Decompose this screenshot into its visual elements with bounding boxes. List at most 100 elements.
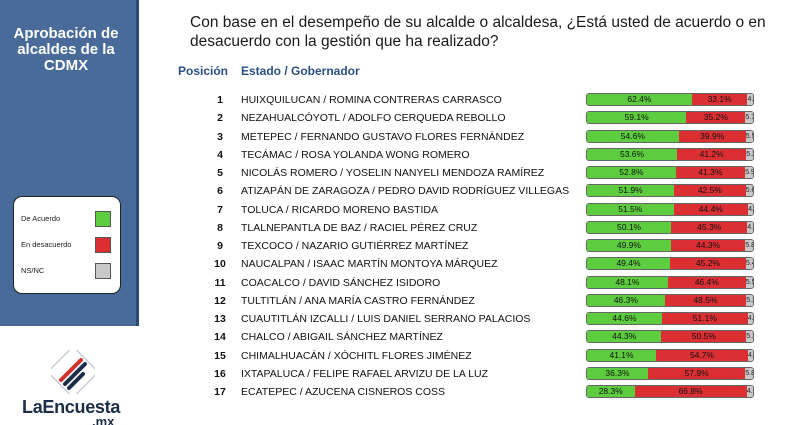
bar-segment-disagree: 41.2% xyxy=(677,148,747,160)
bar-segment-agree: 49.4% xyxy=(587,258,670,270)
bar-segment-disagree: 41.3% xyxy=(675,167,746,178)
bar-segment-nsnc: 5.4% xyxy=(745,258,753,270)
bar-segment-disagree: 35.2% xyxy=(686,112,746,124)
legend-label: NS/NC xyxy=(21,266,45,275)
bar-segment-agree: 44.6% xyxy=(587,313,662,324)
row-position: 9 xyxy=(217,240,223,252)
row-name: METEPEC / FERNANDO GUSTAVO FLORES FERNÁN… xyxy=(241,130,525,143)
row-position: 6 xyxy=(217,185,223,198)
bar-segment-nsnc: 5.2% xyxy=(746,148,753,160)
row-name: NAUCALPAN / ISAAC MARTÍN MONTOYA MÁRQUEZ xyxy=(241,258,498,271)
row-position: 1 xyxy=(217,94,223,106)
bar-segment-disagree: 44.3% xyxy=(670,240,746,251)
row-name: ATIZAPÁN DE ZARAGOZA / PEDRO DAVID RODRÍ… xyxy=(241,185,570,198)
row-name: CHIMALHUACÁN / XÓCHITL FLORES JIMÉNEZ xyxy=(241,349,472,362)
bar-segment-disagree: 48.5% xyxy=(664,294,747,306)
logo: LaEncuesta .mx xyxy=(22,350,132,425)
bar-segment-nsnc: 4.6% xyxy=(747,221,754,233)
bar-segment-nsnc: 4.5% xyxy=(747,94,754,105)
bar-segment-agree: 62.4% xyxy=(587,94,692,105)
bar-segment-agree: 36.3% xyxy=(587,367,648,379)
row-position: 13 xyxy=(214,313,226,325)
sidebar: Aprobación de alcaldes de la CDMX De Acu… xyxy=(0,0,139,425)
stacked-bar: 53.6%41.2%5.2% xyxy=(586,147,754,161)
legend: De Acuerdo En desacuerdo NS/NC xyxy=(13,196,121,294)
bar-segment-agree: 46.3% xyxy=(587,294,665,306)
bar-segment-agree: 51.5% xyxy=(587,203,674,215)
bar-segment-nsnc: 5.2% xyxy=(746,331,753,343)
bar-segment-disagree: 50.5% xyxy=(661,331,747,343)
bar-segment-agree: 53.6% xyxy=(587,148,678,160)
bar-segment-disagree: 44.4% xyxy=(673,203,749,215)
bar-segment-nsnc: 5.8% xyxy=(745,240,753,251)
sidebar-title: Aprobación de alcaldes de la CDMX xyxy=(13,25,119,74)
sidebar-panel: Aprobación de alcaldes de la CDMX De Acu… xyxy=(0,0,139,326)
row-name: ECATEPEC / AZUCENA CISNEROS COSS xyxy=(241,386,446,398)
row-position: 4 xyxy=(217,148,223,161)
row-position: 15 xyxy=(214,349,226,362)
row-name: HUIXQUILUCAN / ROMINA CONTRERAS CARRASCO xyxy=(241,94,502,106)
bar-segment-agree: 41.1% xyxy=(587,349,657,361)
logo-suffix: .mx xyxy=(92,414,115,425)
bar-segment-disagree: 45.2% xyxy=(669,258,746,270)
row-name: NEZAHUALCÓYOTL / ADOLFO CERQUEDA REBOLLO xyxy=(241,112,506,125)
legend-label: De Acuerdo xyxy=(21,214,61,223)
stacked-bar: 54.6%39.9%5.5% xyxy=(586,129,754,143)
row-name: TECÁMAC / ROSA YOLANDA WONG ROMERO xyxy=(241,148,470,161)
bar-segment-agree: 59.1% xyxy=(587,112,687,124)
row-name: TEXCOCO / NAZARIO GUTIÉRREZ MARTÍNEZ xyxy=(241,240,469,252)
row-position: 16 xyxy=(214,367,226,380)
row-name: TLALNEPANTLA DE BAZ / RACIEL PÉREZ CRUZ xyxy=(241,221,478,234)
bar-segment-agree: 50.1% xyxy=(587,221,672,233)
stacked-bar: 59.1%35.2%5.7% xyxy=(586,111,754,125)
bar-segment-nsnc: 4.2% xyxy=(747,349,754,361)
row-name: TOLUCA / RICARDO MORENO BASTIDA xyxy=(241,203,439,216)
bar-segment-disagree: 33.1% xyxy=(691,94,748,105)
bar-segment-agree: 48.1% xyxy=(587,276,668,288)
row-position: 14 xyxy=(214,331,226,344)
bar-segment-disagree: 39.9% xyxy=(678,130,746,142)
bar-segment-nsnc: 5.5% xyxy=(745,276,753,288)
bar-segment-disagree: 51.1% xyxy=(661,313,748,324)
bar-segment-disagree: 57.9% xyxy=(647,367,746,379)
bar-segment-disagree: 46.4% xyxy=(667,276,746,288)
row-name: IXTAPALUCA / FELIPE RAFAEL ARVIZU DE LA … xyxy=(241,367,489,380)
survey-question: Con base en el desempeño de su alcalde o… xyxy=(190,14,766,50)
row-position: 11 xyxy=(214,276,226,289)
row-position: 10 xyxy=(214,258,226,271)
legend-swatch-nsnc xyxy=(95,263,111,279)
bar-segment-nsnc: 5.6% xyxy=(745,185,753,197)
row-position: 7 xyxy=(217,203,223,216)
stripes-logo-icon xyxy=(51,350,95,394)
bar-segment-nsnc: 5.7% xyxy=(745,112,753,124)
row-position: 5 xyxy=(217,167,223,179)
bar-segment-agree: 49.9% xyxy=(587,240,671,251)
stacked-bar: 44.3%50.5%5.2% xyxy=(586,330,754,344)
row-position: 17 xyxy=(214,386,226,398)
stacked-bar: 62.4%33.1%4.5% xyxy=(586,93,754,106)
row-name: CUAUTITLÁN IZCALLI / LUIS DANIEL SERRANO… xyxy=(241,313,531,325)
stacked-bar: 52.8%41.3%5.9% xyxy=(586,166,754,179)
stacked-bar: 48.1%46.4%5.5% xyxy=(586,275,754,289)
stacked-bar: 50.1%45.3%4.6% xyxy=(586,220,754,234)
bar-segment-nsnc: 5.2% xyxy=(746,294,753,306)
row-name: CHALCO / ABIGAIL SÁNCHEZ MARTÍNEZ xyxy=(241,331,443,344)
bar-segment-disagree: 42.5% xyxy=(674,185,746,197)
bar-segment-agree: 44.3% xyxy=(587,331,662,343)
legend-swatch-disagree xyxy=(95,237,111,253)
header-position: Posición xyxy=(178,64,229,78)
bar-segment-agree: 51.9% xyxy=(587,185,675,197)
stacked-bar: 51.9%42.5%5.6% xyxy=(586,184,754,198)
row-position: 12 xyxy=(214,294,226,307)
bar-segment-disagree: 66.8% xyxy=(634,386,747,397)
bar-segment-nsnc: 5.9% xyxy=(745,167,753,178)
stacked-bar: 46.3%48.5%5.2% xyxy=(586,293,754,307)
bar-segment-disagree: 45.3% xyxy=(671,221,748,233)
row-position: 2 xyxy=(217,112,223,125)
legend-item-agree: De Acuerdo xyxy=(21,211,117,229)
row-name: COACALCO / DAVID SÁNCHEZ ISIDORO xyxy=(241,276,441,289)
legend-label: En desacuerdo xyxy=(21,240,72,249)
legend-swatch-agree xyxy=(95,211,111,227)
legend-item-nsnc: NS/NC xyxy=(21,263,117,281)
